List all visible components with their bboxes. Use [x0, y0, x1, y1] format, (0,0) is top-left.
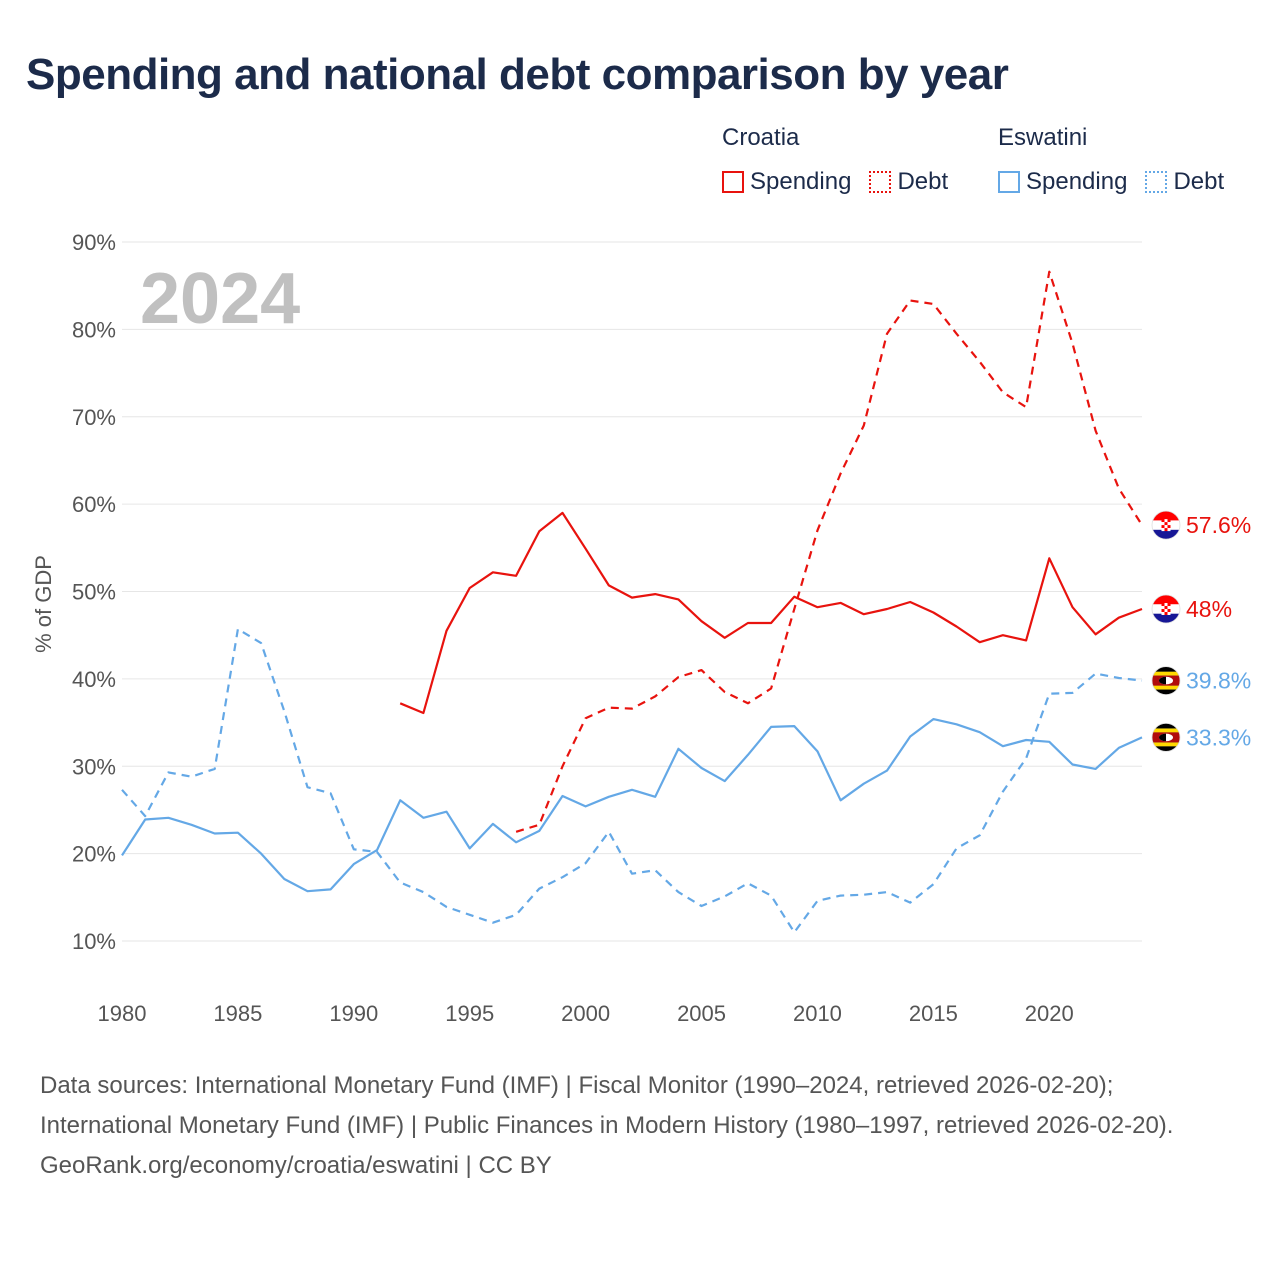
- y-tick-label-30: 30%: [72, 754, 116, 779]
- legend-swatch-eswatini-debt: [1145, 171, 1168, 193]
- end-label-eswatini-debt: 39.8%: [1186, 668, 1251, 694]
- gridlines: [122, 241, 1142, 942]
- legend-country-eswatini: Eswatini: [998, 124, 1088, 151]
- x-tick-label-2005: 2005: [677, 1001, 726, 1026]
- flag-croatia-spending: [1151, 594, 1181, 624]
- y-tick-label-20: 20%: [72, 842, 116, 867]
- legend-label-eswatini-debt: Debt: [1173, 168, 1225, 195]
- source-text: Data sources: International Monetary Fun…: [40, 1072, 1174, 1139]
- line-chart: 2024 10%20%30%40%50%60%70%80%90% 1980 198…: [31, 230, 1251, 1026]
- series-line-eswatini-debt: [121, 628, 1143, 934]
- x-tick-label-2015: 2015: [909, 1001, 958, 1026]
- y-axis-ticks: 10% 20% 30% 40% 50% 60% 70% 80% 90%: [72, 230, 116, 954]
- legend-swatch-eswatini-spending: [998, 171, 1020, 193]
- y-tick-label-60: 60%: [72, 492, 116, 517]
- end-label-eswatini-spending: 33.3%: [1186, 724, 1251, 750]
- y-tick-label-70: 70%: [72, 405, 116, 430]
- series-line-eswatini-spending: [121, 718, 1143, 893]
- x-tick-label-2010: 2010: [793, 1001, 842, 1026]
- y-tick-label-80: 80%: [72, 317, 116, 342]
- flag-eswatini-debt: [1151, 666, 1181, 695]
- series-end-labels: 48% 57.6% 33.3% 39.8%: [1151, 510, 1251, 752]
- legend-label-croatia-spending: Spending: [750, 168, 852, 195]
- legend-swatch-croatia-debt: [869, 171, 892, 193]
- legend-swatch-croatia-spending: [722, 171, 744, 193]
- legend-country-croatia: Croatia: [722, 124, 800, 151]
- y-tick-label-10: 10%: [72, 929, 116, 954]
- x-tick-label-1985: 1985: [213, 1001, 262, 1026]
- y-axis-label: % of GDP: [31, 555, 56, 653]
- y-tick-label-40: 40%: [72, 667, 116, 692]
- x-tick-label-2000: 2000: [561, 1001, 610, 1026]
- x-tick-label-1995: 1995: [445, 1001, 494, 1026]
- x-axis-ticks: 1980 1985 1990 1995 2000 2005 2010 2015 2020: [98, 1001, 1074, 1026]
- series-lines: [121, 270, 1143, 934]
- x-tick-label-1990: 1990: [329, 1001, 378, 1026]
- x-tick-label-2020: 2020: [1025, 1001, 1074, 1026]
- series-line-croatia-debt: [515, 270, 1143, 833]
- end-label-croatia-spending: 48%: [1186, 596, 1232, 622]
- chart-title: Spending and national debt comparison by…: [26, 50, 1009, 99]
- x-tick-label-1980: 1980: [98, 1001, 147, 1026]
- source-notes: Data sources: International Monetary Fun…: [40, 1066, 1240, 1186]
- year-overlay: 2024: [140, 259, 300, 339]
- attribution-text: GeoRank.org/economy/croatia/eswatini | C…: [40, 1152, 552, 1179]
- flag-eswatini-spending: [1151, 723, 1181, 752]
- flag-croatia-debt: [1151, 510, 1181, 540]
- y-tick-label-50: 50%: [72, 580, 116, 605]
- legend-label-eswatini-spending: Spending: [1026, 168, 1128, 195]
- legend-croatia: Croatia Spending Debt: [722, 124, 966, 196]
- legend-label-croatia-debt: Debt: [897, 168, 949, 195]
- y-tick-label-90: 90%: [72, 230, 116, 255]
- series-line-croatia-spending: [399, 511, 1143, 715]
- legend-eswatini: Eswatini Spending Debt: [998, 124, 1242, 196]
- end-label-croatia-debt: 57.6%: [1186, 512, 1251, 538]
